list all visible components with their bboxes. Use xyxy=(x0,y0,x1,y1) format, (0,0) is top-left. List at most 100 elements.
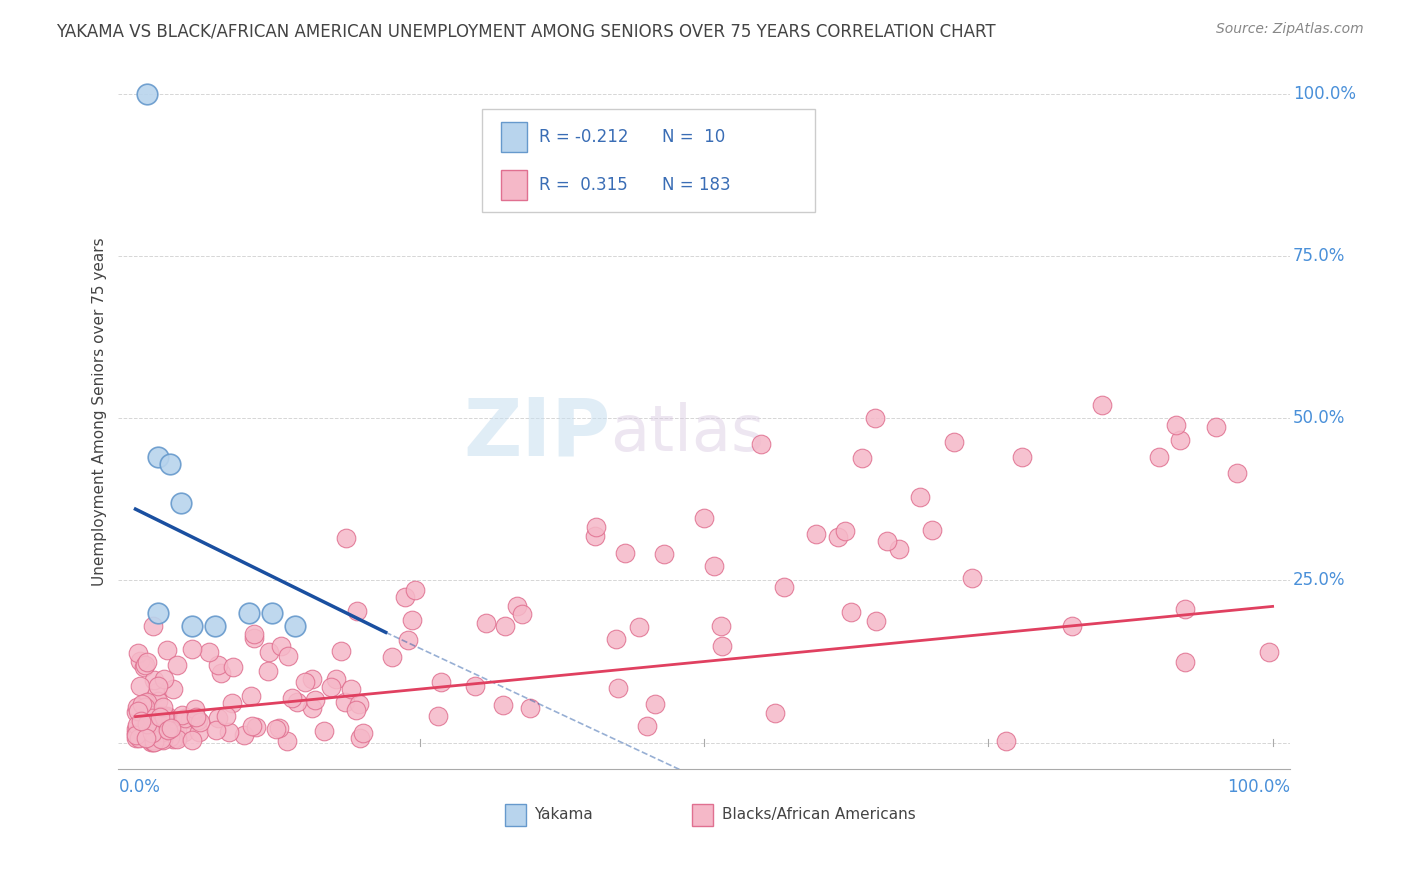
Point xyxy=(863,411,886,425)
Point xyxy=(146,679,169,693)
Point xyxy=(166,730,188,744)
Point xyxy=(131,714,153,728)
Point xyxy=(135,725,157,739)
Point xyxy=(339,682,361,697)
Point xyxy=(346,604,368,618)
Point xyxy=(159,730,181,744)
Point xyxy=(134,700,156,714)
Point xyxy=(404,582,426,597)
Bar xyxy=(505,805,526,826)
Point xyxy=(652,547,675,561)
Point xyxy=(181,619,204,633)
Point xyxy=(153,709,176,723)
Point xyxy=(257,645,280,659)
Text: YAKAMA VS BLACK/AFRICAN AMERICAN UNEMPLOYMENT AMONG SENIORS OVER 75 YEARS CORREL: YAKAMA VS BLACK/AFRICAN AMERICAN UNEMPLO… xyxy=(56,22,995,40)
Point xyxy=(174,711,197,725)
Point xyxy=(464,679,486,693)
Point xyxy=(430,674,453,689)
Point xyxy=(153,709,176,723)
Point xyxy=(519,700,541,714)
Point xyxy=(284,619,307,633)
Point xyxy=(204,619,226,633)
Point xyxy=(1174,602,1197,616)
Point xyxy=(427,709,450,723)
Bar xyxy=(502,122,527,152)
Point xyxy=(218,725,240,739)
Point xyxy=(209,666,232,681)
Point xyxy=(148,694,170,708)
Point xyxy=(135,731,157,745)
Text: Blacks/African Americans: Blacks/African Americans xyxy=(721,807,915,822)
Point xyxy=(205,723,228,737)
Point xyxy=(159,457,181,471)
Text: R = -0.212: R = -0.212 xyxy=(538,128,628,145)
Point xyxy=(772,580,794,594)
Point xyxy=(142,733,165,747)
Point xyxy=(512,607,534,621)
Point xyxy=(711,639,734,653)
Point xyxy=(280,691,302,706)
Point xyxy=(994,734,1017,748)
Point xyxy=(136,656,159,670)
Point xyxy=(134,658,156,673)
Point xyxy=(142,717,165,731)
Point xyxy=(233,728,256,742)
Point xyxy=(921,523,943,537)
Point xyxy=(804,527,827,541)
Point xyxy=(257,664,280,678)
Point xyxy=(143,726,166,740)
Point xyxy=(131,728,153,742)
Point xyxy=(312,724,335,739)
Text: 100.0%: 100.0% xyxy=(1226,778,1289,797)
Point xyxy=(270,639,292,653)
Point xyxy=(125,723,148,737)
Point xyxy=(125,725,148,739)
Point xyxy=(1147,450,1170,465)
Point xyxy=(129,724,152,739)
Point xyxy=(145,723,167,738)
Point xyxy=(607,681,630,695)
Y-axis label: Unemployment Among Seniors over 75 years: Unemployment Among Seniors over 75 years xyxy=(93,237,107,586)
Point xyxy=(146,685,169,699)
Point xyxy=(243,627,266,641)
Point xyxy=(150,711,173,725)
Point xyxy=(155,722,177,736)
Point xyxy=(1257,645,1279,659)
Text: atlas: atlas xyxy=(610,402,765,464)
Point xyxy=(128,730,150,744)
Text: N =  10: N = 10 xyxy=(662,128,725,145)
Point xyxy=(135,716,157,731)
Point xyxy=(1168,433,1191,447)
Point xyxy=(180,733,202,747)
Text: N = 183: N = 183 xyxy=(662,176,731,194)
Point xyxy=(851,450,873,465)
Point xyxy=(207,711,229,725)
Point xyxy=(173,725,195,739)
Point xyxy=(943,434,966,449)
Point xyxy=(335,531,357,545)
Point xyxy=(605,632,627,646)
Point xyxy=(347,697,370,711)
Point xyxy=(198,645,221,659)
Point xyxy=(149,710,172,724)
Point xyxy=(238,606,260,620)
Point xyxy=(125,700,148,714)
Point xyxy=(333,695,356,709)
Point xyxy=(1205,419,1227,434)
Point xyxy=(142,710,165,724)
Point xyxy=(264,723,287,737)
Point xyxy=(188,724,211,739)
Point xyxy=(839,606,862,620)
Point xyxy=(150,732,173,747)
Point xyxy=(325,672,347,686)
Point xyxy=(583,528,606,542)
Point xyxy=(865,614,887,628)
Point xyxy=(139,727,162,741)
Point xyxy=(179,712,201,726)
Text: 0.0%: 0.0% xyxy=(118,778,160,797)
Point xyxy=(135,87,157,101)
Point xyxy=(134,723,156,737)
Point xyxy=(142,735,165,749)
Point xyxy=(908,490,931,504)
Bar xyxy=(692,805,713,826)
